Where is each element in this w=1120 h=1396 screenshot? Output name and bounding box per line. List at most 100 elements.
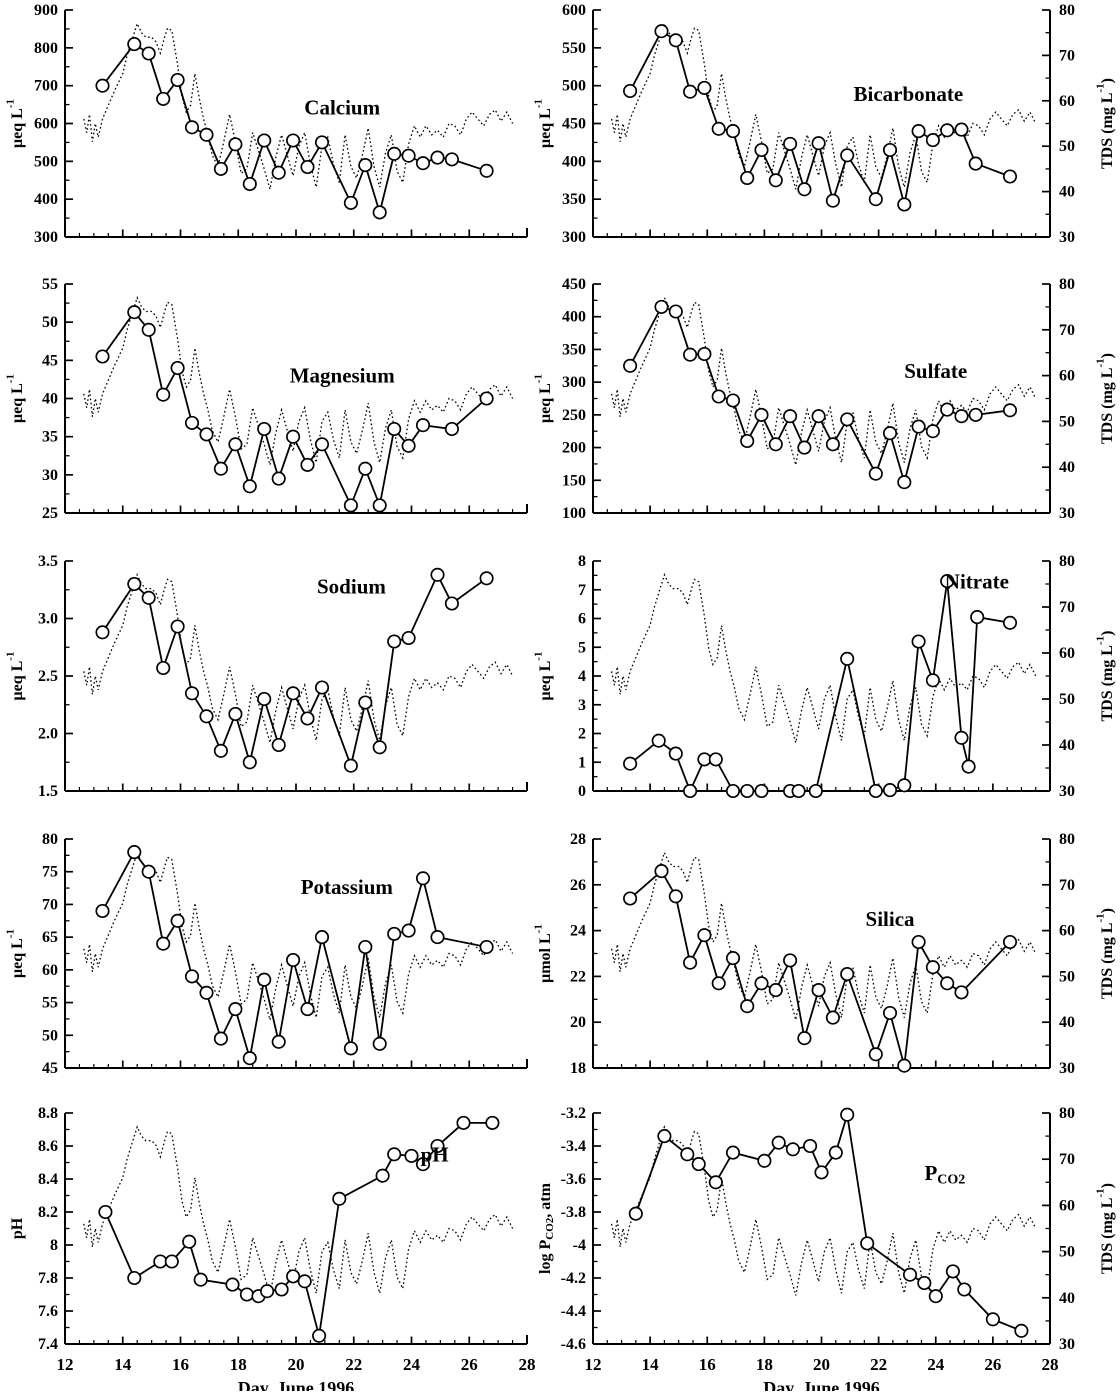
data-point — [479, 391, 494, 406]
y-tick-label: 45 — [42, 352, 58, 369]
y-tick-label: 18 — [570, 1060, 586, 1077]
data-point — [740, 433, 755, 449]
data-point — [358, 695, 373, 710]
data-point — [725, 393, 741, 408]
data-point — [387, 1147, 402, 1162]
y-tick-label: 2.0 — [38, 725, 58, 742]
y-tick-label: 7 — [578, 581, 586, 598]
data-point — [358, 158, 373, 173]
data-point — [170, 913, 185, 928]
tds-tick-label: 50 — [1059, 138, 1075, 155]
data-point — [401, 438, 416, 453]
y-tick-label: 4 — [578, 668, 586, 685]
y-tick-label: 26 — [570, 876, 586, 893]
data-point — [444, 421, 459, 437]
y-tick-label: 450 — [562, 115, 586, 132]
y-axis-label-calcium: μeq L-1 — [4, 99, 25, 148]
x-tick-label: 26 — [984, 1355, 1001, 1374]
data-point — [127, 37, 142, 52]
tds-series-line — [610, 1125, 1037, 1296]
y-axis-label-potassium: μeq L-1 — [4, 929, 25, 978]
data-point — [170, 72, 185, 88]
data-point — [911, 934, 926, 950]
x-tick-label: 16 — [699, 1355, 716, 1374]
y-tick-label: 7.4 — [38, 1336, 58, 1353]
y-tick-label: 3.0 — [38, 610, 58, 627]
data-point — [868, 1047, 883, 1062]
x-tick-label: 28 — [519, 1355, 536, 1374]
series-line-bicarbonate — [629, 29, 1011, 205]
data-point — [95, 78, 110, 93]
data-point — [387, 634, 402, 649]
tds-tick-label: 70 — [1059, 876, 1075, 893]
y-tick-label: -3.4 — [561, 1138, 586, 1155]
y-axis-label-pco2: log PCO2, atm — [537, 1182, 556, 1274]
data-point — [711, 976, 726, 991]
data-point — [803, 1138, 818, 1154]
series-points-ph — [98, 1115, 500, 1343]
tds-tick-label: 80 — [1059, 553, 1075, 570]
y-tick-label: 0 — [578, 783, 586, 800]
series-points-magnesium — [95, 305, 494, 513]
data-point — [940, 402, 955, 417]
data-point — [213, 1031, 228, 1046]
data-point — [415, 418, 431, 433]
y-axis-label-ph: pH — [9, 1217, 26, 1239]
data-point — [225, 1277, 240, 1292]
y-tick-label: 35 — [42, 428, 58, 445]
series-points-sulfate — [623, 299, 1018, 490]
y-tick-label: 350 — [562, 191, 586, 208]
data-point — [783, 136, 798, 151]
data-point — [401, 148, 416, 163]
data-point — [242, 176, 257, 192]
y-tick-label: 400 — [562, 153, 586, 170]
tds-tick-label: 30 — [1059, 783, 1075, 800]
data-point — [683, 783, 698, 799]
tds-axis-label: TDS (mg L-1) — [1094, 1183, 1115, 1274]
data-point — [184, 415, 200, 430]
data-point — [1002, 934, 1018, 950]
data-point — [797, 440, 812, 455]
data-point — [332, 1191, 347, 1206]
data-point — [651, 733, 666, 748]
data-point — [213, 461, 228, 476]
y-tick-label: 7.8 — [38, 1270, 58, 1287]
series-line-nitrate — [629, 580, 1011, 794]
data-point — [286, 133, 301, 148]
tds-tick-label: 40 — [1059, 183, 1075, 200]
data-point — [961, 759, 976, 774]
x-tick-label: 12 — [57, 1355, 74, 1374]
tds-tick-label: 40 — [1059, 1289, 1075, 1306]
data-point — [825, 193, 840, 208]
data-point — [404, 1148, 419, 1163]
data-point — [911, 419, 926, 434]
data-point — [199, 427, 214, 442]
data-point — [271, 1034, 286, 1049]
tds-tick-label: 40 — [1059, 459, 1075, 476]
data-point — [95, 903, 110, 919]
y-tick-label: 2.5 — [38, 668, 58, 685]
tds-tick-label: 50 — [1059, 413, 1075, 430]
data-point — [708, 1175, 723, 1190]
y-tick-label: 500 — [562, 77, 586, 94]
data-point — [372, 740, 387, 755]
tds-series-line — [83, 21, 514, 190]
data-point — [314, 930, 330, 945]
y-tick-label: 8.2 — [38, 1204, 58, 1221]
y-tick-label: -4.2 — [561, 1270, 586, 1287]
data-point — [771, 1135, 786, 1150]
data-point — [343, 1041, 358, 1056]
data-point — [945, 1264, 960, 1279]
data-point — [825, 1010, 840, 1025]
data-point — [668, 304, 683, 319]
data-point — [372, 498, 387, 513]
y-axis-label-nitrate: μeq L-1 — [532, 652, 553, 701]
data-point — [456, 1115, 471, 1130]
data-point — [184, 969, 200, 984]
y-tick-label: 40 — [42, 390, 58, 407]
tds-tick-label: 50 — [1059, 691, 1075, 708]
tds-tick-label: 60 — [1059, 645, 1075, 662]
y-tick-label: 100 — [562, 505, 586, 522]
data-point — [260, 1284, 275, 1299]
series-points-silica — [623, 864, 1018, 1073]
